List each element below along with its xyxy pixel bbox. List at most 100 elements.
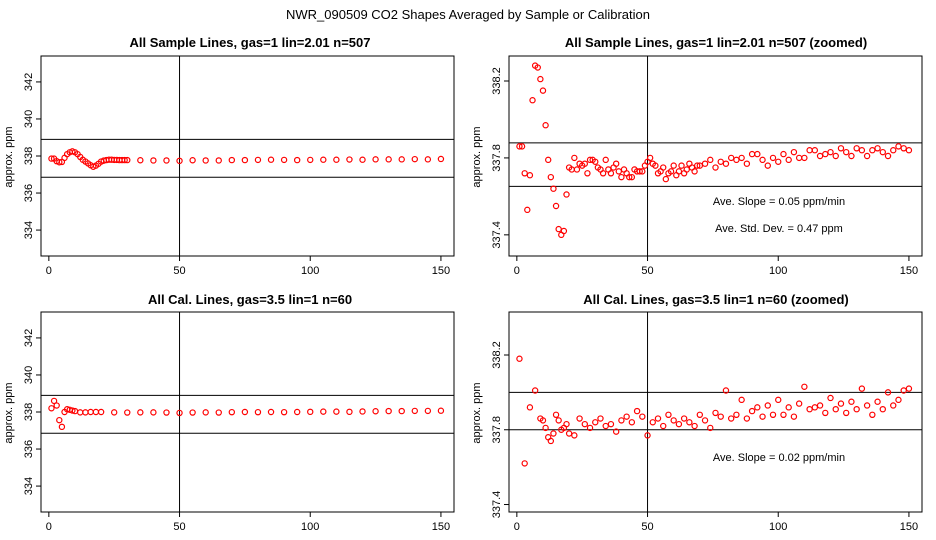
panel-2-data-point <box>618 173 625 181</box>
panel-3-data-point <box>241 408 249 416</box>
panel-4-ytick-label: 337.4 <box>491 491 503 519</box>
panel-4-data-point <box>785 404 792 411</box>
panel-2-data-point <box>516 143 523 150</box>
panel-2-data-point <box>545 156 552 164</box>
panel-1-data-point <box>48 155 55 162</box>
panel-4-data-point <box>686 419 693 426</box>
panel-4-data-point <box>712 409 719 417</box>
panel-1-title: All Sample Lines, gas=1 lin=2.01 n=507 <box>130 35 371 50</box>
panel-2-data-point <box>816 152 824 160</box>
panel-2-data-point <box>526 172 534 179</box>
panel-3-plot: 0 50 100 150 334 336 338 340 342 <box>23 311 455 533</box>
panel-4-data-point <box>607 420 615 428</box>
panel-2-data-point <box>555 225 562 233</box>
panel-4-data-point <box>764 402 771 409</box>
panel-4-data-point <box>644 432 651 439</box>
panel-3-ytick-label: 340 <box>23 366 35 384</box>
panel-3-data-point <box>97 408 105 416</box>
panel-3-data-point <box>411 407 418 415</box>
panel-2-xtick-label: 150 <box>900 265 918 277</box>
panel-4-data-point <box>743 415 751 422</box>
panel-4-data-point <box>759 413 766 420</box>
panel-3-xtick-label: 150 <box>432 521 450 533</box>
panel-4-data-point <box>869 411 876 419</box>
panel-1-ytick-label: 338 <box>23 147 35 165</box>
panel-4-ytick-label: 338.2 <box>491 341 503 369</box>
panel-1-data-point <box>411 155 418 163</box>
panel-2-data-point <box>738 154 745 162</box>
panel-2-data-point <box>563 191 570 198</box>
panel-4-data-point <box>586 424 594 432</box>
panel-4-data-point <box>780 411 787 419</box>
panel-4-data-point <box>542 424 549 432</box>
panel-4-data-point <box>795 400 803 407</box>
panel-1-data-point <box>359 156 366 163</box>
panel-2-data-point <box>707 156 714 164</box>
panel-3-xtick-label: 50 <box>173 521 185 533</box>
panel-4-data-point <box>900 387 907 394</box>
panel-4-data-point <box>858 385 866 392</box>
panel-4-data-point <box>597 415 604 422</box>
panel-4-data-point <box>801 383 808 390</box>
panel-3-data-point <box>254 408 262 416</box>
panel-2-data-point <box>837 145 845 152</box>
panel-1-data-point <box>346 156 353 163</box>
panel-1-data-point <box>56 159 63 166</box>
panel-2-data-point <box>521 170 528 177</box>
panel-2-data-point <box>712 164 719 171</box>
panel-4-data-point <box>565 430 573 437</box>
panel-2-data-point <box>599 170 607 177</box>
panel-4-data-point <box>775 396 782 404</box>
panel-2-ylabel: approx. ppm <box>471 126 483 187</box>
panel-4-data-point <box>696 411 704 419</box>
panel-2-data-point <box>524 206 531 214</box>
panel-2-xtick-label: 100 <box>769 265 787 277</box>
panel-1-data-point <box>385 156 392 163</box>
panel-2-data-point <box>560 227 568 235</box>
panel-4-title: All Cal. Lines, gas=3.5 lin=1 n=60 (zoom… <box>583 292 849 307</box>
panel-3-data-point <box>58 423 66 431</box>
panel-2-data-point <box>660 164 667 171</box>
panel-2-data-point <box>615 168 622 175</box>
panel-4-data-point <box>832 405 839 413</box>
panel-4-data-point <box>581 420 589 428</box>
panel-2-data-point <box>584 170 591 177</box>
panel-3-data-point <box>189 409 196 416</box>
panel-2-data-point <box>571 154 578 162</box>
panel-3-data-point <box>176 409 183 417</box>
panel-4-data-point <box>531 387 539 394</box>
panel-2-xtick-label: 0 <box>514 265 520 277</box>
panel-3-data-point <box>320 408 327 415</box>
panel-1-xtick-label: 100 <box>301 265 319 277</box>
panel-2-data-point <box>801 154 808 162</box>
panel-2-data-point <box>552 202 560 210</box>
panel-2-data-point <box>678 162 685 169</box>
panel-2-data-point <box>539 87 547 94</box>
panel-2-data-point <box>529 97 536 104</box>
panel-1-data-point <box>189 157 196 164</box>
panel-1-data-point <box>320 156 327 163</box>
panel-2-data-point <box>727 154 735 162</box>
figure-title: NWR_090509 CO2 Shapes Averaged by Sample… <box>286 7 650 22</box>
panel-2-annotation-stddev: Ave. Std. Dev. = 0.47 ppm <box>715 223 843 235</box>
panel-2-data-point <box>537 75 544 83</box>
panel-2-data-point <box>646 154 654 162</box>
panel-2-data-point <box>842 148 850 156</box>
panel-2-data-point <box>628 173 636 181</box>
panel-3-data-point <box>267 408 275 416</box>
panel-1-data-point <box>121 156 128 164</box>
panel-4-data-point <box>790 413 798 420</box>
panel-4-data-point <box>738 396 745 404</box>
panel-1-data-point <box>280 156 288 164</box>
panel-4-data-point <box>717 413 724 420</box>
panel-4-data-point <box>701 417 709 424</box>
panel-4-data-point <box>863 402 871 409</box>
panel-1-data-point <box>163 157 170 164</box>
panel-3-data-point <box>124 409 131 416</box>
panel-3: All Cal. Lines, gas=3.5 lin=1 n=60 appro… <box>3 292 455 533</box>
panel-2-data-point <box>612 160 620 167</box>
panel-3-ytick-label: 336 <box>23 440 35 458</box>
panel-1-ytick-label: 334 <box>23 221 35 239</box>
panel-3-data-point <box>437 407 445 414</box>
